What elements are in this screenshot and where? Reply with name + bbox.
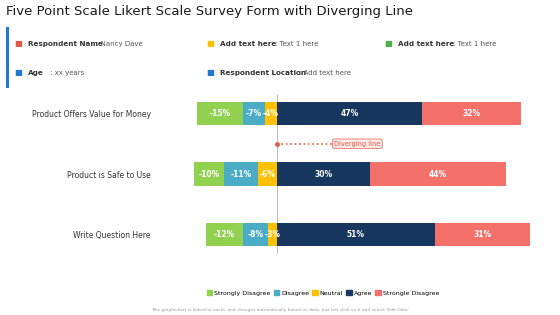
Text: This graphichart is linked to excel, and changes automatically based on data. Ju: This graphichart is linked to excel, and… [151,308,409,312]
Bar [194,163,225,186]
Bar [268,223,277,246]
Text: 32%: 32% [463,109,480,118]
Text: -10%: -10% [198,169,220,179]
Text: ■: ■ [206,68,214,77]
Text: : Add text here: : Add text here [299,70,351,76]
Bar [265,102,277,125]
Bar [206,223,243,246]
Text: Add text here: Add text here [398,41,454,47]
Bar [277,223,435,246]
Text: -11%: -11% [231,169,252,179]
Text: Add text here: Add text here [220,41,276,47]
Bar [243,102,265,125]
Text: : xx years: : xx years [49,70,84,76]
Text: ■: ■ [206,39,214,49]
Bar [277,163,370,186]
Text: Respondent Name: Respondent Name [27,41,102,47]
Text: Diverging line: Diverging line [334,141,380,147]
Bar [6,27,9,88]
Text: -7%: -7% [246,109,262,118]
Text: Five Point Scale Likert Scale Survey Form with Diverging Line: Five Point Scale Likert Scale Survey For… [6,5,413,18]
Text: 31%: 31% [473,230,492,239]
Text: : Text 1 here: : Text 1 here [453,41,496,47]
Text: -4%: -4% [263,109,279,118]
Bar [435,223,530,246]
Text: ■: ■ [384,39,392,49]
Text: 47%: 47% [340,109,359,118]
Text: 44%: 44% [428,169,447,179]
Text: ■: ■ [14,39,22,49]
Text: Respondent Location: Respondent Location [220,70,306,76]
Bar [259,163,277,186]
Text: : Text 1 here: : Text 1 here [274,41,318,47]
Text: -8%: -8% [248,230,263,239]
Bar [422,102,521,125]
Text: 51%: 51% [347,230,365,239]
Text: -3%: -3% [264,230,281,239]
Bar [277,102,422,125]
Text: : Nancy Dave: : Nancy Dave [96,41,143,47]
Text: Age: Age [27,70,43,76]
Text: ■: ■ [14,68,22,77]
Bar [370,163,506,186]
Text: 30%: 30% [314,169,333,179]
Bar [225,163,259,186]
Bar [243,223,268,246]
Text: -12%: -12% [214,230,235,239]
Text: -15%: -15% [209,109,230,118]
Text: -6%: -6% [260,169,276,179]
Bar [197,102,243,125]
Legend: Strongly Disagree, Disagree, Neutral, Agree, Strongle Disagree: Strongly Disagree, Disagree, Neutral, Ag… [204,288,442,298]
